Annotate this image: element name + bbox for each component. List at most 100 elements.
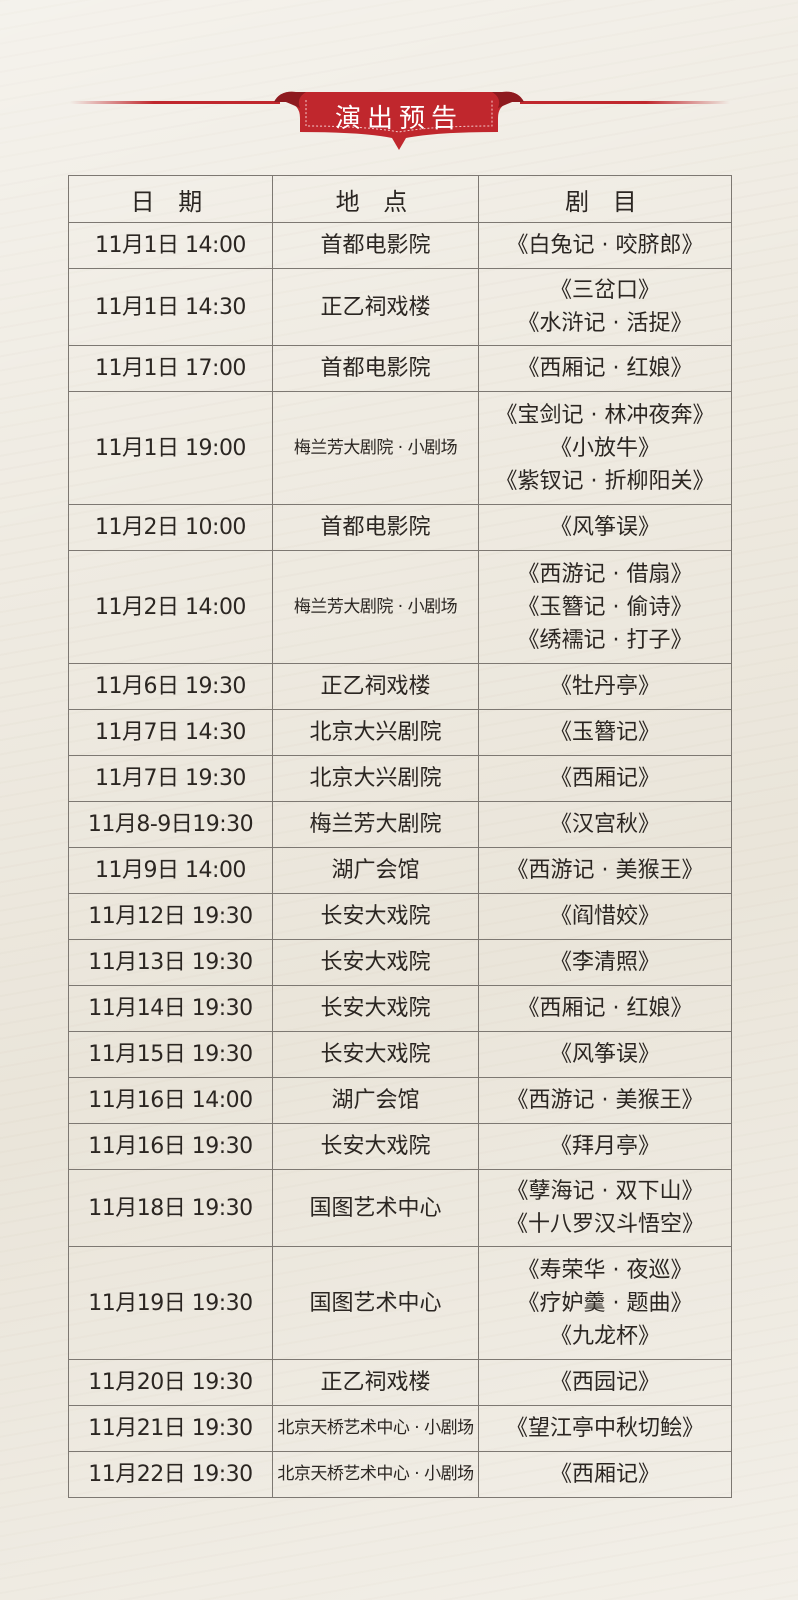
play-title: 《紫钗记 · 折柳阳关》 (495, 468, 715, 494)
section-title: 演出预告 (334, 104, 463, 134)
plays-cell: 《拜月亭》 (478, 1123, 732, 1170)
banner-rule-right (520, 101, 730, 104)
venue-cell: 北京天桥艺术中心 · 小剧场 (272, 1451, 479, 1498)
table-row: 11月19日 19:30 国图艺术中心 《寿荣华 · 夜巡》 《疗妒羹 · 题曲》 《九… (68, 1246, 732, 1360)
date-cell: 11月7日 19:30 (68, 755, 273, 802)
venue-cell: 长安大戏院 (272, 985, 479, 1032)
venue-cell: 首都电影院 (272, 504, 479, 551)
plays-cell: 《望江亭中秋切鲙》 (478, 1405, 732, 1452)
date-cell: 11月8-9日19:30 (68, 801, 273, 848)
play-title: 《西厢记》 (549, 766, 660, 791)
venue-cell: 国图艺术中心 (272, 1169, 479, 1247)
table-row: 11月7日 14:30 北京大兴剧院 《玉簪记》 (68, 709, 732, 756)
date-cell: 11月21日 19:30 (68, 1405, 273, 1452)
play-title: 《十八罗汉斗悟空》 (505, 1212, 704, 1237)
plays-cell: 《玉簪记》 (478, 709, 732, 756)
plays-cell: 《白兔记 · 咬脐郎》 (478, 222, 732, 269)
plays-cell: 《寿荣华 · 夜巡》 《疗妒羹 · 题曲》 《九龙杯》 (478, 1246, 732, 1360)
table-row: 11月1日 17:00 首都电影院 《西厢记 · 红娘》 (68, 345, 732, 392)
date-cell: 11月1日 14:00 (68, 222, 273, 269)
play-title: 《孽海记 · 双下山》 (506, 1179, 704, 1204)
date-cell: 11月18日 19:30 (68, 1169, 273, 1247)
table-row: 11月6日 19:30 正乙祠戏楼 《牡丹亭》 (68, 663, 732, 710)
plays-cell: 《西游记 · 借扇》 《玉簪记 · 偷诗》 《绣襦记 · 打子》 (478, 550, 732, 664)
date-cell: 11月2日 14:00 (68, 550, 273, 664)
play-title: 《西游记 · 美猴王》 (506, 1088, 704, 1113)
table-row: 11月7日 19:30 北京大兴剧院 《西厢记》 (68, 755, 732, 802)
play-title: 《风筝误》 (549, 515, 660, 540)
date-cell: 11月13日 19:30 (68, 939, 273, 986)
date-cell: 11月9日 14:00 (68, 847, 273, 894)
plays-cell: 《阎惜姣》 (478, 893, 732, 940)
table-row: 11月13日 19:30 长安大戏院 《李清照》 (68, 939, 732, 986)
venue-cell: 正乙祠戏楼 (272, 268, 479, 346)
table-body: 11月1日 14:00 首都电影院 《白兔记 · 咬脐郎》 11月1日 14:30 正乙… (68, 222, 732, 1498)
venue-cell: 首都电影院 (272, 222, 479, 269)
plays-cell: 《汉宫秋》 (478, 801, 732, 848)
play-title: 《疗妒羹 · 题曲》 (517, 1290, 693, 1316)
date-cell: 11月7日 14:30 (68, 709, 273, 756)
plays-cell: 《风筝误》 (478, 504, 732, 551)
header-venue: 地 点 (272, 175, 479, 223)
plays-cell: 《孽海记 · 双下山》 《十八罗汉斗悟空》 (478, 1169, 732, 1247)
plays-cell: 《西游记 · 美猴王》 (478, 1077, 732, 1124)
table-row: 11月8-9日19:30 梅兰芳大剧院 《汉宫秋》 (68, 801, 732, 848)
venue-cell: 正乙祠戏楼 (272, 663, 479, 710)
play-title: 《西厢记》 (549, 1462, 660, 1487)
play-title: 《西游记 · 美猴王》 (506, 858, 704, 883)
table-row: 11月1日 14:30 正乙祠戏楼 《三岔口》 《水浒记 · 活捉》 (68, 268, 732, 346)
plays-cell: 《西厢记 · 红娘》 (478, 345, 732, 392)
table-row: 11月15日 19:30 长安大戏院 《风筝误》 (68, 1031, 732, 1078)
play-title: 《西游记 · 借扇》 (517, 561, 693, 587)
date-cell: 11月6日 19:30 (68, 663, 273, 710)
venue-cell: 长安大戏院 (272, 893, 479, 940)
table-row: 11月18日 19:30 国图艺术中心 《孽海记 · 双下山》 《十八罗汉斗悟空》 (68, 1169, 732, 1247)
schedule-table: 日 期 地 点 剧 目 11月1日 14:00 首都电影院 《白兔记 · 咬脐郎》 1… (68, 175, 732, 1498)
venue-cell: 首都电影院 (272, 345, 479, 392)
play-title: 《白兔记 · 咬脐郎》 (506, 233, 704, 258)
table-row: 11月16日 19:30 长安大戏院 《拜月亭》 (68, 1123, 732, 1170)
plays-cell: 《西游记 · 美猴王》 (478, 847, 732, 894)
table-row: 11月1日 19:00 梅兰芳大剧院 · 小剧场 《宝剑记 · 林冲夜奔》 《小放牛》… (68, 391, 732, 505)
date-cell: 11月14日 19:30 (68, 985, 273, 1032)
date-cell: 11月16日 14:00 (68, 1077, 273, 1124)
play-title: 《玉簪记 · 偷诗》 (517, 594, 693, 620)
play-title: 《小放牛》 (549, 435, 660, 461)
table-row: 11月12日 19:30 长安大戏院 《阎惜姣》 (68, 893, 732, 940)
venue-cell: 长安大戏院 (272, 939, 479, 986)
play-title: 《九龙杯》 (549, 1323, 660, 1349)
play-title: 《宝剑记 · 林冲夜奔》 (495, 402, 715, 428)
banner-rule-left (70, 101, 280, 104)
table-row: 11月2日 10:00 首都电影院 《风筝误》 (68, 504, 732, 551)
venue-cell: 北京大兴剧院 (272, 755, 479, 802)
play-title: 《阎惜姣》 (549, 904, 660, 929)
ribbon-icon (274, 91, 524, 150)
venue-cell: 正乙祠戏楼 (272, 1359, 479, 1406)
date-cell: 11月2日 10:00 (68, 504, 273, 551)
venue-cell: 梅兰芳大剧院 (272, 801, 479, 848)
play-title: 《玉簪记》 (549, 720, 660, 745)
table-row: 11月20日 19:30 正乙祠戏楼 《西园记》 (68, 1359, 732, 1406)
date-cell: 11月12日 19:30 (68, 893, 273, 940)
plays-cell: 《李清照》 (478, 939, 732, 986)
play-title: 《拜月亭》 (549, 1134, 660, 1159)
date-cell: 11月16日 19:30 (68, 1123, 273, 1170)
table-row: 11月1日 14:00 首都电影院 《白兔记 · 咬脐郎》 (68, 222, 732, 269)
venue-cell: 梅兰芳大剧院 · 小剧场 (272, 550, 479, 664)
play-title: 《西厢记 · 红娘》 (517, 996, 693, 1021)
plays-cell: 《西厢记》 (478, 755, 732, 802)
date-cell: 11月1日 19:00 (68, 391, 273, 505)
venue-cell: 北京天桥艺术中心 · 小剧场 (272, 1405, 479, 1452)
date-cell: 11月1日 14:30 (68, 268, 273, 346)
header-date: 日 期 (68, 175, 273, 223)
plays-cell: 《西厢记》 (478, 1451, 732, 1498)
date-cell: 11月1日 17:00 (68, 345, 273, 392)
plays-cell: 《西园记》 (478, 1359, 732, 1406)
plays-cell: 《风筝误》 (478, 1031, 732, 1078)
table-row: 11月22日 19:30 北京天桥艺术中心 · 小剧场 《西厢记》 (68, 1451, 732, 1498)
venue-cell: 湖广会馆 (272, 847, 479, 894)
play-title: 《汉宫秋》 (549, 812, 660, 837)
table-row: 11月9日 14:00 湖广会馆 《西游记 · 美猴王》 (68, 847, 732, 894)
header-play: 剧 目 (478, 175, 732, 223)
date-cell: 11月20日 19:30 (68, 1359, 273, 1406)
